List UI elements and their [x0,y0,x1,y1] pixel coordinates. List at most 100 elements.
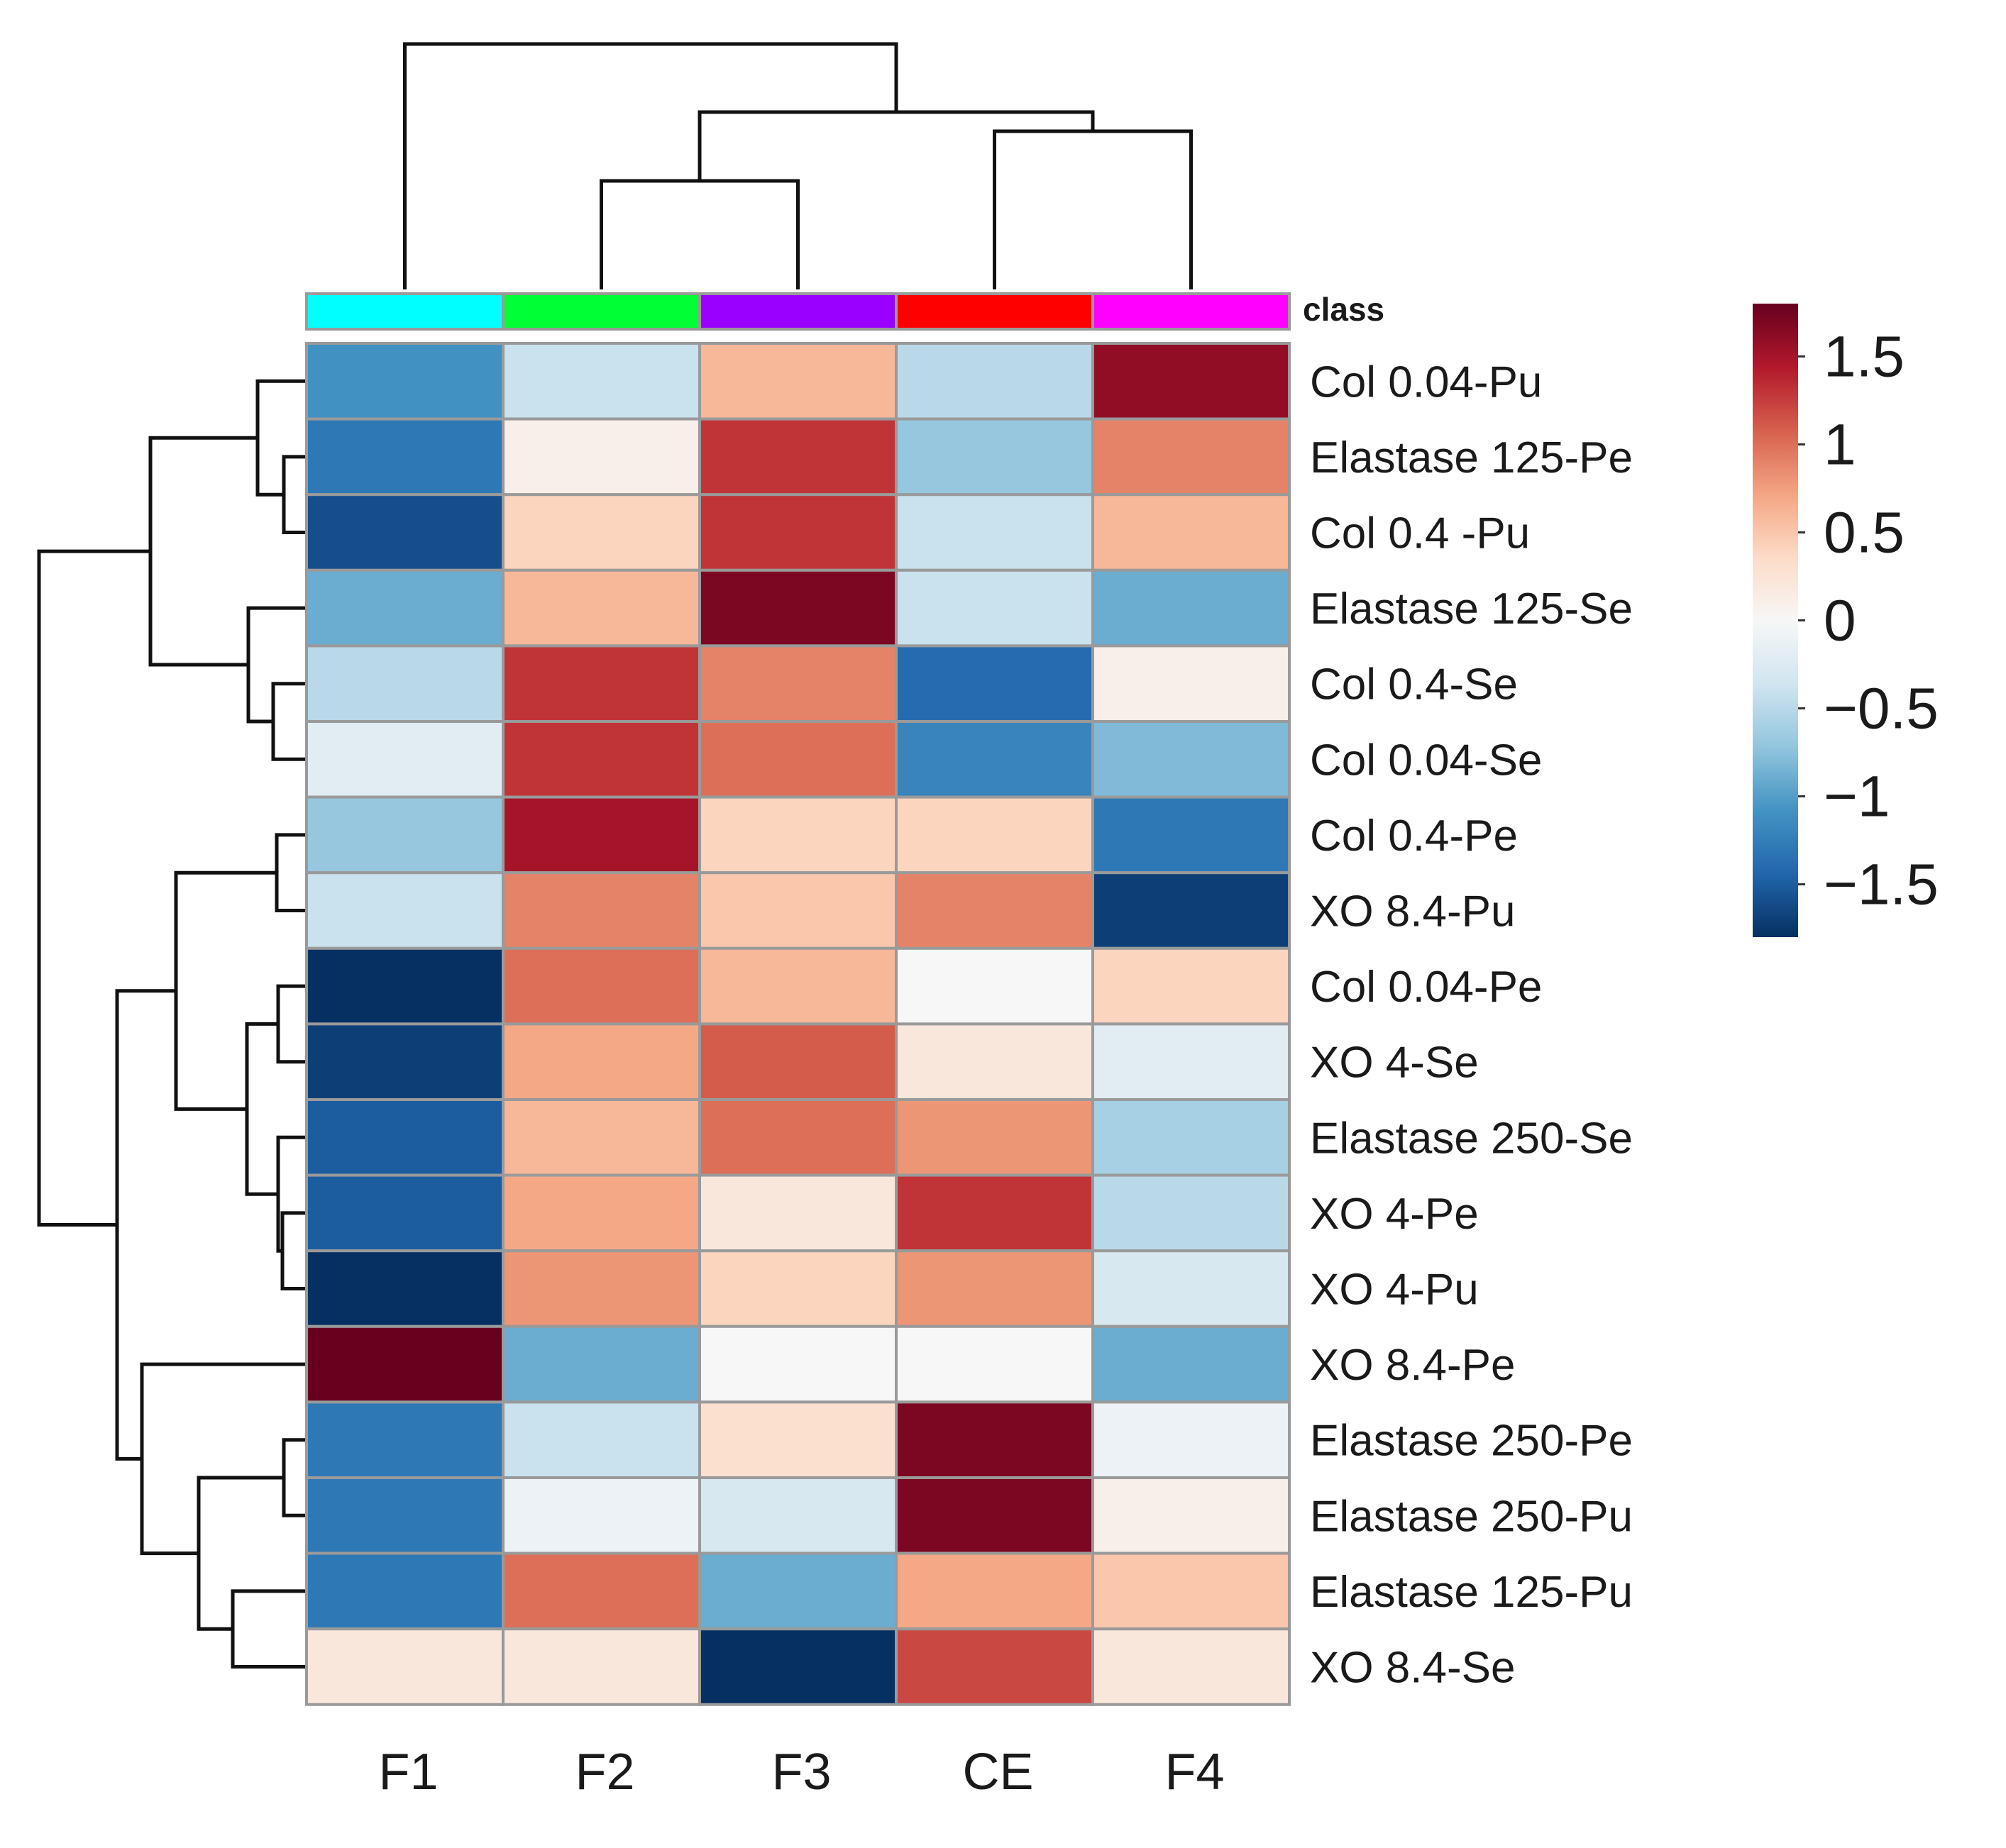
heatmap-cell [305,1173,505,1253]
row-label: Col 0.04-Se [1310,736,1542,785]
column-dendrogram [403,42,1193,289]
heatmap-cell [1091,1476,1291,1555]
row-dendrogram-link [255,379,305,497]
heatmap-cell [698,1249,898,1328]
heatmap-cell [698,946,898,1026]
row-dendrogram-link [37,549,150,1227]
heatmap-cell [1091,1022,1291,1102]
row-dendrogram-link [115,989,176,1461]
heatmap-cell [895,1476,1094,1555]
heatmap-cell [305,1098,505,1177]
heatmap-cell [895,644,1094,724]
row-dendrogram-link [276,984,305,1064]
heatmap-cell [895,1400,1094,1480]
heatmap-cell [305,946,505,1026]
class-annotation-label: class [1303,291,1384,328]
row-label: Elastase 250-Pe [1310,1417,1633,1466]
row-label: XO 4-Se [1310,1039,1479,1088]
class-color-cell [698,292,898,331]
heatmap-cell [895,1173,1094,1253]
row-dendrogram-link [271,682,305,761]
heatmap-cell [895,720,1094,799]
column-label: F2 [575,1744,634,1800]
heatmap-cell [895,1551,1094,1631]
row-label: XO 4-Pu [1310,1266,1479,1315]
heatmap-cell [895,1627,1094,1706]
heatmap-cell [305,1627,505,1706]
heatmap-cell [1091,795,1291,875]
heatmap-cell [305,342,505,421]
row-label: Elastase 125-Se [1310,585,1633,633]
heatmap-cell [305,720,505,799]
heatmap-cell [1091,871,1291,950]
heatmap-cell [698,644,898,724]
row-label: XO 8.4-Se [1310,1644,1515,1693]
heatmap-cells [305,342,1291,1706]
row-dendrogram-link [148,436,258,667]
row-label: Elastase 125-Pe [1310,433,1633,482]
heatmap-cell [502,1627,701,1706]
colorbar-tick-label: 0 [1824,589,1856,653]
heatmap-cell [502,1551,701,1631]
heatmap-cell [1091,493,1291,572]
heatmap-cell [502,720,701,799]
heatmap-cell [1091,946,1291,1026]
row-dendrogram-link [282,1438,305,1517]
row-label: XO 4-Pe [1310,1190,1479,1239]
heatmap-cell [502,1400,701,1480]
heatmap-cell [502,644,701,724]
heatmap-cell [1091,1249,1291,1328]
heatmap-cell [502,1098,701,1177]
heatmap-cell [698,1324,898,1404]
row-label: Elastase 250-Se [1310,1114,1633,1163]
class-color-cell [502,292,701,331]
heatmap-cell [698,1551,898,1631]
heatmap-cell [305,568,505,648]
heatmap-cell [698,795,898,875]
heatmap-cell [305,795,505,875]
heatmap-cell [502,1476,701,1555]
heatmap-cell [1091,1098,1291,1177]
heatmap-cell [1091,1324,1291,1404]
heatmap-cell [502,795,701,875]
column-label: F1 [378,1744,438,1800]
row-dendrogram-link [231,1589,305,1669]
heatmap-cell [698,1627,898,1706]
heatmap-cell [502,342,701,421]
heatmap-cell [698,342,898,421]
heatmap-cell [305,1551,505,1631]
column-dendrogram-link [600,179,800,289]
row-label: Col 0.4-Pe [1310,812,1518,861]
heatmap-cell [895,417,1094,497]
heatmap-cell [895,871,1094,950]
colorbar-tick-label: 1 [1824,412,1856,477]
row-labels: Col 0.04-Pu Elastase 125-Pe Col 0.4 -Pu Ela… [1310,358,1633,1692]
row-dendrogram-link [140,1362,305,1556]
row-label: XO 8.4-Pe [1310,1341,1515,1390]
row-label: Col 0.4 -Pu [1310,509,1530,558]
row-dendrogram-link [280,1211,305,1290]
heatmap-cell [698,1476,898,1555]
row-dendrogram-link [246,606,305,724]
heatmap-cell [502,1022,701,1102]
column-label: F4 [1164,1744,1224,1800]
heatmap-cell [698,493,898,572]
heatmap-cell [502,871,701,950]
heatmap-cell [502,417,701,497]
heatmap-cell [305,493,505,572]
colorbar-tick-label: 0.5 [1824,500,1905,565]
heatmap-cell [698,1022,898,1102]
row-dendrogram-link [174,870,277,1111]
heatmap-cell [1091,417,1291,497]
row-label: Col 0.04-Pu [1310,358,1542,406]
heatmap-cell [502,493,701,572]
colorbar-tick-label: −1.5 [1824,853,1939,917]
heatmap-cell [502,946,701,1026]
heatmap-cell [305,644,505,724]
class-color-cell [895,292,1094,331]
heatmap-cell [305,417,505,497]
heatmap-cell [698,871,898,950]
color-scale-legend: 1.5 1 0.5 0 −0.5 −1 −1.5 [1753,304,1939,937]
heatmap-cell [895,1249,1094,1328]
row-label: Elastase 125-Pu [1310,1568,1633,1617]
